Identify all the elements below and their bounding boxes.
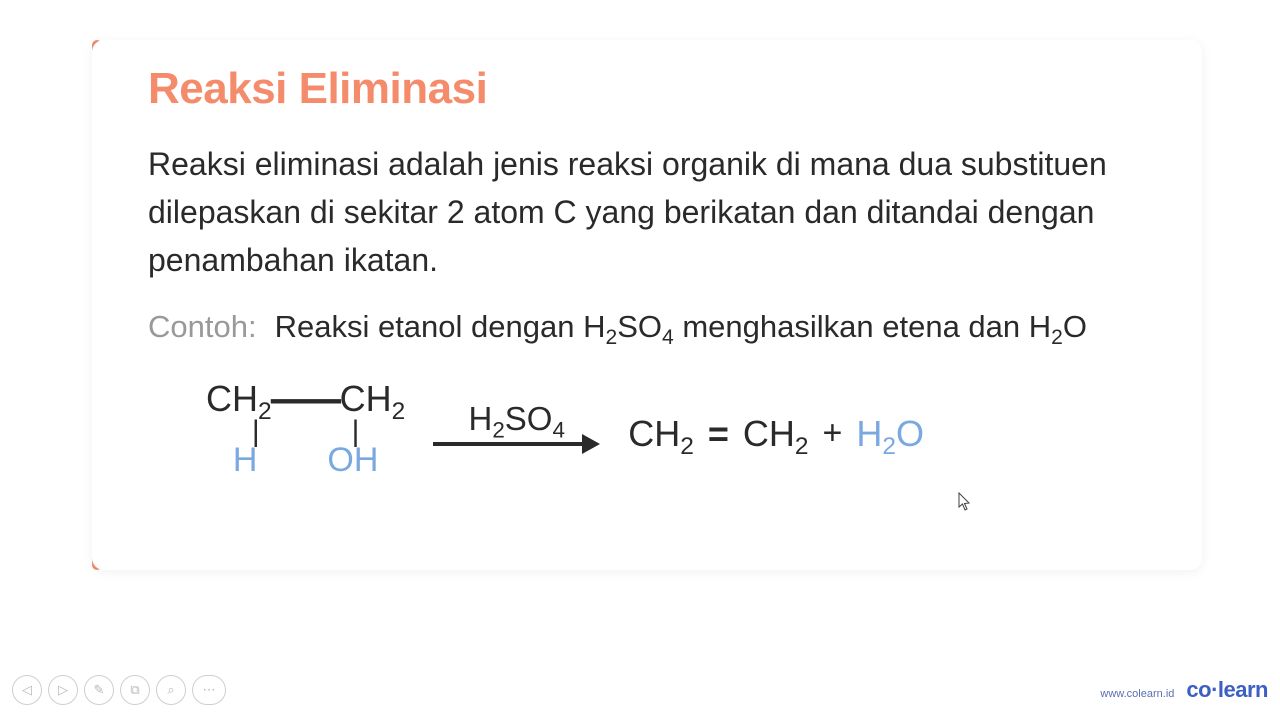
next-button[interactable]: ▷ [48,675,78,705]
leaving-oh: OH [327,443,378,477]
next-icon: ▷ [58,682,68,698]
example-label: Contoh: [148,304,257,351]
copy-button[interactable]: ⧉ [120,675,150,705]
prev-button[interactable]: ◁ [12,675,42,705]
definition-text: Reaksi eliminasi adalah jenis reaksi org… [148,140,1152,284]
reaction-arrow: H2SO4 [433,400,600,454]
single-bond: — [270,377,340,421]
leaving-h: H [233,443,258,477]
brand-url: www.colearn.id [1100,688,1174,700]
double-bond: = [708,413,729,455]
footer-bar: ◁ ▷ ✎ ⧉ ⌕ ⋯ www.colearn.id co·learn [0,670,1280,710]
ch2-right: CH2 [340,381,406,417]
more-button[interactable]: ⋯ [192,675,226,705]
product-ch2-right: CH2 [743,413,809,455]
example-description: Reaksi etanol dengan H2SO4 menghasilkan … [275,304,1087,351]
plus-sign: + [822,414,842,453]
ch2-left: CH2 [206,381,272,417]
prev-icon: ◁ [22,682,32,698]
edit-button[interactable]: ✎ [84,675,114,705]
reactant-top-row: CH2 — CH2 [206,377,405,421]
product-ch2-left: CH2 [628,413,694,455]
content-card: Reaksi Eliminasi Reaksi eliminasi adalah… [92,40,1202,570]
reactant-ethanol: CH2 — CH2 | | H OH [206,377,405,477]
brand-block: www.colearn.id co·learn [1100,677,1268,703]
copy-icon: ⧉ [130,682,139,698]
arrow-head-icon [582,434,600,454]
reaction-diagram: CH2 — CH2 | | H OH H2SO4 CH2 [148,371,1152,477]
player-toolbar: ◁ ▷ ✎ ⧉ ⌕ ⋯ [12,675,226,705]
example-row: Contoh: Reaksi etanol dengan H2SO4 mengh… [148,304,1152,351]
more-icon: ⋯ [203,682,216,698]
zoom-icon: ⌕ [167,682,174,698]
catalyst-label: H2SO4 [468,400,565,438]
arrow-shape [433,434,600,454]
arrow-line [433,442,583,446]
product-group: CH2 = CH2 + H2O [628,399,924,455]
page-title: Reaksi Eliminasi [148,64,1152,114]
edit-icon: ✎ [94,682,105,698]
leaving-groups: H OH [233,443,379,477]
product-h2o: H2O [856,413,924,455]
zoom-button[interactable]: ⌕ [156,675,186,705]
brand-logo: co·learn [1186,677,1268,703]
